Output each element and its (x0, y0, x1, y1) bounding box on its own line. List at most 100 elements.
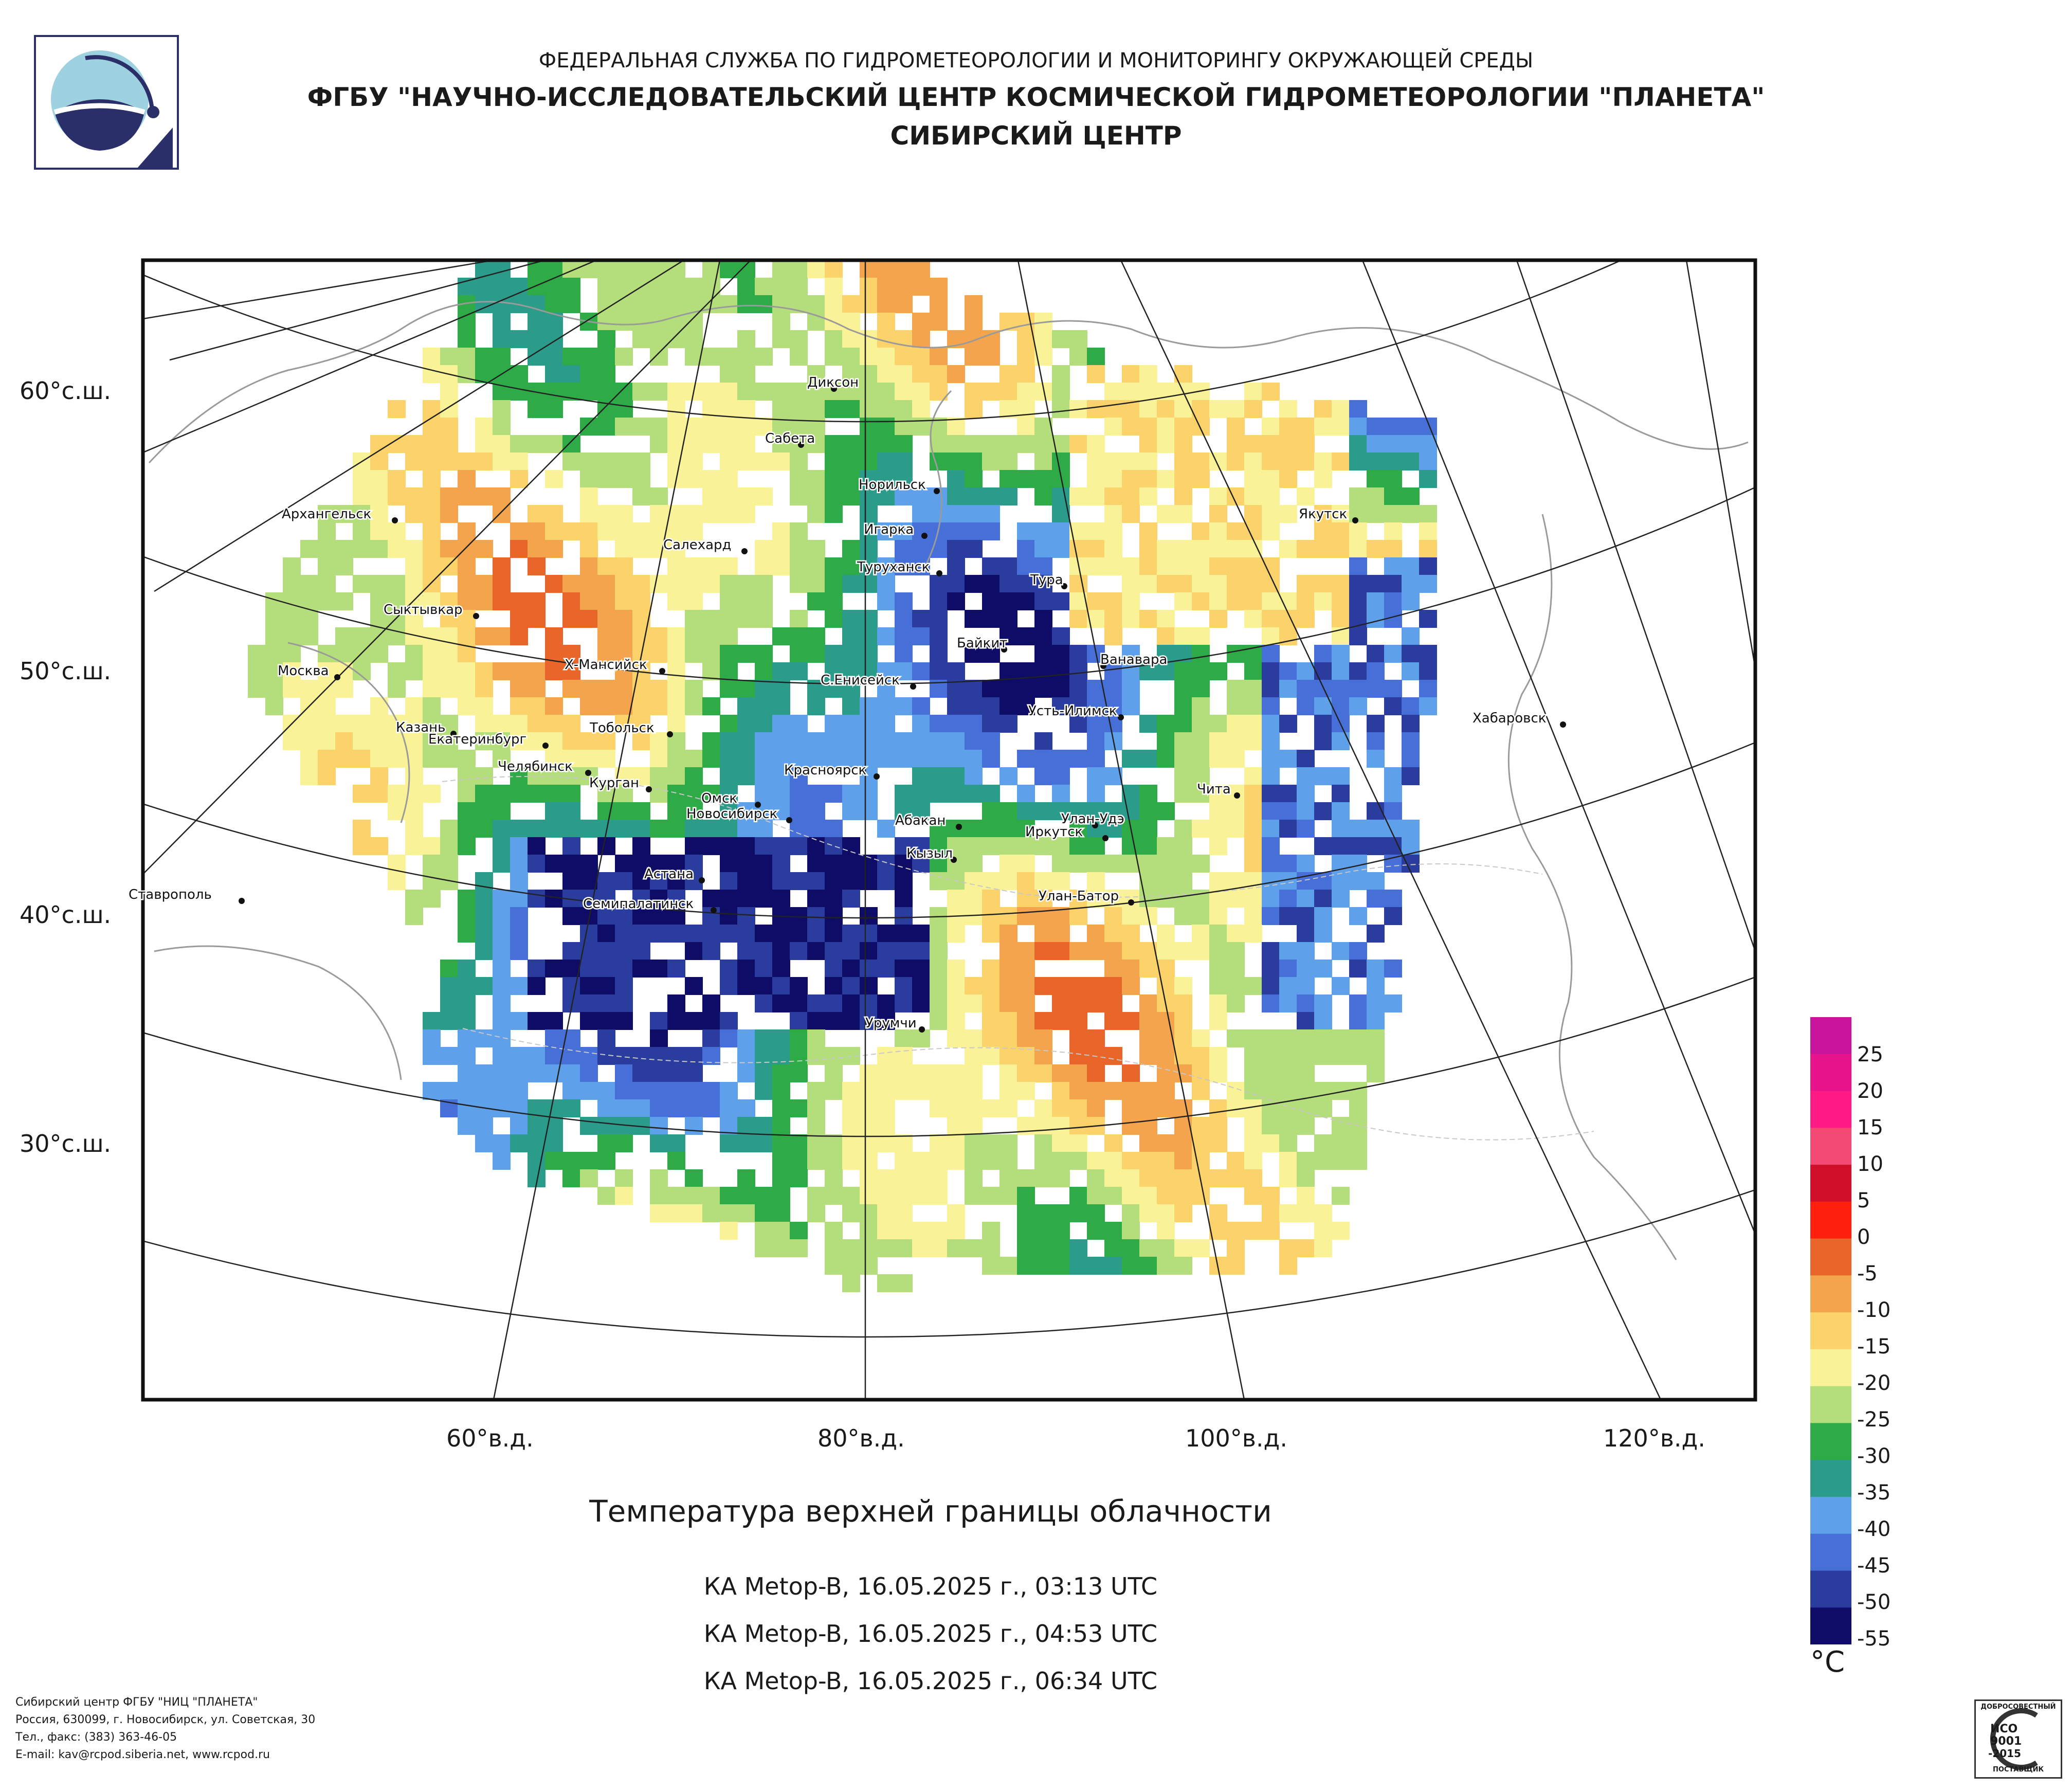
cloud-cell (1314, 1082, 1332, 1100)
cloud-cell (510, 872, 528, 890)
cloud-cell (493, 820, 511, 838)
city-marker: Сыктывкар (383, 601, 479, 619)
cloud-cell (1279, 855, 1297, 873)
cloud-cell (772, 540, 790, 558)
cloud-cell (1087, 1204, 1105, 1222)
cloud-cell (650, 1187, 668, 1205)
cloud-cell (825, 1222, 843, 1240)
cloud-cell (475, 907, 493, 925)
cloud-cell (1034, 732, 1052, 750)
cloud-cell (1157, 1082, 1175, 1100)
cloud-cell (528, 260, 546, 278)
cloud-cell (1279, 470, 1297, 488)
cloud-cell (947, 1204, 965, 1222)
cloud-cell (1227, 435, 1245, 453)
cloud-cell (1262, 960, 1280, 978)
cloud-cell (842, 557, 860, 575)
cloud-cell (1087, 802, 1105, 820)
cloud-cell (947, 540, 965, 558)
cloud-cell (580, 1082, 598, 1100)
cloud-cell (1157, 925, 1175, 943)
cloud-top-temperature-layer (248, 260, 1437, 1292)
cloud-cell (965, 313, 983, 331)
cloud-cell (895, 435, 913, 453)
cloud-cell (947, 435, 965, 453)
cloud-cell (632, 383, 650, 401)
cloud-cell (842, 855, 860, 873)
cloud-cell (615, 348, 633, 366)
cloud-cell (737, 960, 755, 978)
cloud-cell (1017, 1257, 1035, 1275)
cloud-cell (510, 820, 528, 838)
cloud-cell (807, 1134, 825, 1152)
cloud-cell (510, 1047, 528, 1065)
cloud-cell (458, 453, 476, 471)
cloud-cell (650, 1012, 668, 1030)
cloud-cell (877, 1204, 895, 1222)
cloud-cell (790, 627, 808, 645)
cloud-cell (1104, 1134, 1122, 1152)
cloud-cell (685, 802, 703, 820)
cloud-cell (475, 435, 493, 453)
cloud-cell (702, 994, 720, 1012)
cloud-cell (930, 1082, 948, 1100)
cloud-cell (300, 627, 318, 645)
cloud-cell (999, 435, 1017, 453)
cloud-cell (528, 960, 546, 978)
cloud-cell (702, 1029, 720, 1047)
cloud-cell (912, 1222, 930, 1240)
cloud-cell (1104, 994, 1122, 1012)
cloud-cell (475, 1082, 493, 1100)
cloud-cell (1262, 942, 1280, 960)
cloud-cell (720, 400, 738, 418)
cloud-cell (1384, 994, 1402, 1012)
cloud-cell (930, 732, 948, 750)
cloud-cell (930, 942, 948, 960)
cloud-cell (755, 855, 773, 873)
cloud-cell (1349, 575, 1367, 593)
cloud-cell (370, 785, 388, 803)
cloud-cell (1192, 907, 1210, 925)
cloud-cell (999, 994, 1017, 1012)
cloud-cell (842, 348, 860, 366)
cloud-cell (1262, 1204, 1280, 1222)
planeta-logo (34, 35, 179, 170)
cloud-cell (825, 855, 843, 873)
cloud-cell (1332, 645, 1350, 663)
cloud-cell (458, 680, 476, 698)
cloud-cell (405, 575, 423, 593)
cloud-cell (650, 505, 668, 523)
cloud-cell (1244, 1169, 1262, 1187)
cloud-cell (807, 1082, 825, 1100)
cloud-cell (982, 960, 1000, 978)
cloud-cell (842, 837, 860, 855)
cloud-cell (1087, 890, 1105, 908)
city-dot (711, 907, 717, 913)
cloud-cell (1297, 925, 1315, 943)
cloud-cell (667, 767, 685, 785)
cloud-cell (1419, 453, 1437, 471)
cloud-cell (999, 802, 1017, 820)
cloud-cell (1087, 592, 1105, 610)
cloud-cell (1069, 907, 1087, 925)
cloud-cell (930, 1187, 948, 1205)
cloud-cell (807, 872, 825, 890)
cloud-cell (737, 1099, 755, 1117)
footer-email: E-mail: kav@rcpod.siberia.net, www.rcpod… (15, 1748, 270, 1761)
cloud-cell (895, 837, 913, 855)
cloud-cell (510, 715, 528, 733)
cloud-cell (877, 400, 895, 418)
cloud-cell (930, 348, 948, 366)
cloud-cell (1139, 855, 1157, 873)
cloud-cell (877, 1082, 895, 1100)
cloud-cell (1017, 1047, 1035, 1065)
cloud-cell (458, 960, 476, 978)
city-marker: С.Енисейск (820, 672, 916, 690)
cloud-cell (842, 610, 860, 628)
cloud-cell (475, 662, 493, 680)
border-layer (442, 776, 1594, 1141)
cloud-cell (1279, 802, 1297, 820)
cloud-cell (1332, 418, 1350, 436)
cloud-cell (755, 592, 773, 610)
